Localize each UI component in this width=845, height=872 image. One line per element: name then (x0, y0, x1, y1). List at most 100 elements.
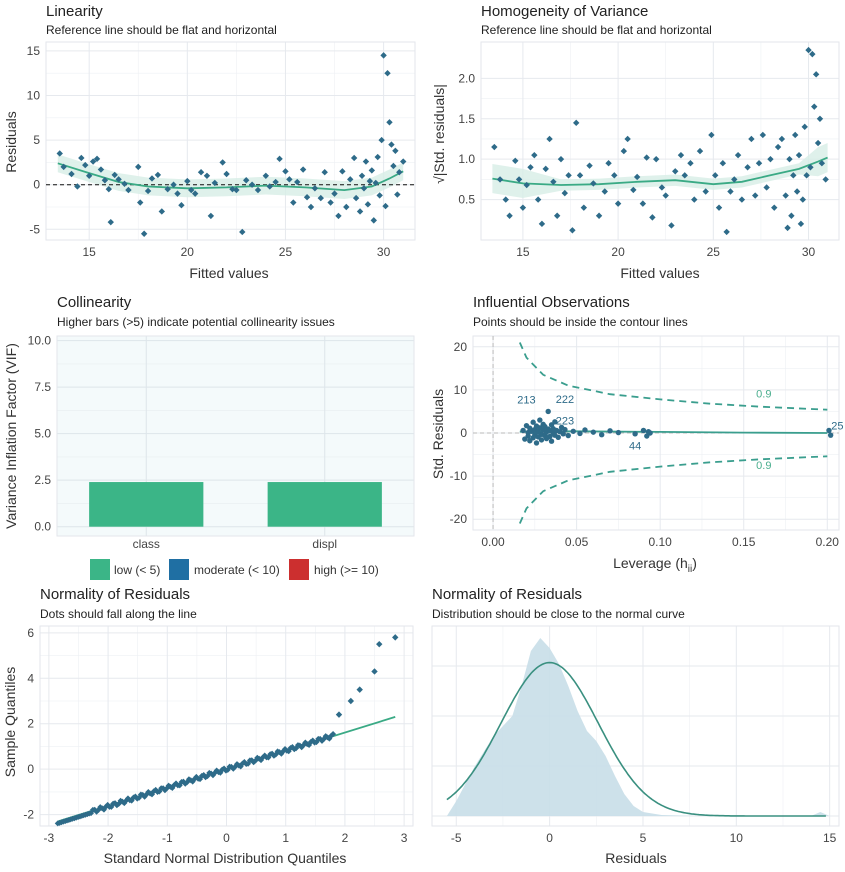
homogeneity-point (744, 164, 751, 171)
homogeneity-point (506, 212, 513, 219)
linearity-y-tick-label: 0 (33, 178, 40, 192)
homogeneity-x-axis-label: Fitted values (620, 265, 699, 281)
homogeneity-point (502, 196, 509, 203)
linearity-point (89, 158, 97, 165)
homogeneity-point (814, 139, 822, 147)
homogeneity-point (708, 131, 715, 139)
homogeneity-y-tick-label: 2.0 (458, 71, 475, 85)
linearity-y-tick-label: 15 (27, 44, 41, 58)
homogeneity-smooth-line (492, 156, 828, 186)
homogeneity-point (788, 212, 795, 219)
homogeneity-point (801, 123, 808, 131)
homogeneity-point (816, 115, 824, 122)
qq-point (376, 640, 383, 648)
linearity-point (144, 187, 152, 195)
homogeneity-point (561, 189, 568, 197)
homogeneity-subtitle: Reference line should be flat and horizo… (481, 23, 712, 37)
linearity-point (360, 185, 368, 192)
linearity-point (174, 190, 181, 197)
homogeneity-point (799, 196, 807, 203)
influential-subtitle: Points should be inside the contour line… (473, 315, 688, 329)
influential-point (560, 431, 566, 437)
cooks-contour-upper (518, 342, 828, 411)
linearity-point (184, 177, 191, 185)
linearity-point (170, 181, 177, 188)
vif-bar-class (89, 482, 204, 527)
influential-point (538, 437, 545, 443)
homogeneity-point (643, 154, 650, 161)
linearity-y-tick-label: 10 (27, 89, 41, 103)
linearity-smooth-ribbon (57, 154, 404, 199)
homogeneity-point (652, 155, 660, 163)
linearity-point (376, 192, 383, 199)
homogeneity-point (797, 220, 805, 228)
homogeneity-point (759, 131, 767, 139)
qq-x-tick-label: -2 (103, 831, 114, 845)
influential-point-label: 213 (517, 395, 535, 407)
homogeneity-point (611, 172, 618, 179)
influential-point (552, 419, 558, 425)
influential-point (555, 434, 561, 441)
collinearity-x-tick-label: displ (312, 537, 337, 551)
qq-point (392, 634, 399, 641)
qq-x-tick-label: -3 (44, 831, 55, 845)
homogeneity-y-tick-label: 0.5 (458, 193, 475, 207)
homogeneity-point (624, 135, 631, 143)
homogeneity-point (792, 131, 799, 139)
homogeneity-point (491, 143, 498, 151)
homogeneity-point (782, 192, 789, 199)
qq-y-axis-label: Sample Quantiles (2, 667, 18, 778)
linearity-title: Linearity (46, 3, 103, 20)
influential-point (570, 428, 576, 434)
homogeneity-point (649, 214, 656, 221)
linearity-point (68, 170, 75, 178)
linearity-point (335, 212, 342, 220)
homogeneity-point (565, 172, 572, 179)
homogeneity-point (727, 188, 734, 195)
influential-x-tick-label: 0.05 (565, 535, 589, 549)
collinearity-subtitle: Higher bars (>5) indicate potential coll… (57, 315, 335, 329)
collinearity-bars (89, 482, 382, 527)
homogeneity-point (767, 155, 774, 163)
homogeneity-panel-border (480, 41, 840, 241)
linearity-point (78, 154, 85, 162)
linearity-point (276, 155, 283, 163)
linearity-point (262, 172, 270, 179)
linearity-point (85, 172, 93, 179)
density-panel: Normality of Residuals Distribution shou… (431, 586, 840, 866)
legend-swatch-moderate (169, 559, 189, 580)
homogeneity-point (793, 188, 801, 195)
linearity-point (380, 52, 387, 59)
homogeneity-point (687, 160, 694, 167)
influential-panel: Influential Observations Points should b… (430, 294, 843, 575)
homogeneity-point (805, 46, 812, 54)
influential-point (533, 440, 540, 446)
collinearity-grid (57, 336, 414, 536)
influential-x-axis-label-main: Leverage (h (613, 555, 688, 571)
qq-x-axis-label: Standard Normal Distribution Quantiles (104, 850, 347, 866)
influential-point-label: 223 (556, 415, 574, 427)
homogeneity-x-tick-label: 15 (516, 245, 530, 259)
linearity-point (282, 168, 289, 175)
linearity-point (384, 70, 391, 77)
contour-label-lower: 0.9 (756, 460, 771, 472)
homogeneity-point (723, 228, 730, 236)
homogeneity-point (748, 135, 755, 143)
linearity-point (254, 186, 262, 194)
influential-x-tick-label: 0.00 (481, 535, 505, 549)
homogeneity-point (755, 160, 763, 167)
linearity-point (239, 228, 246, 236)
qq-panel-border (39, 625, 414, 827)
qq-point (330, 730, 337, 737)
linearity-point (140, 230, 148, 237)
homogeneity-point (538, 220, 546, 228)
influential-point (548, 438, 555, 444)
homogeneity-points (491, 46, 829, 236)
density-x-tick-label: 15 (823, 831, 837, 845)
homogeneity-grid (481, 42, 839, 240)
homogeneity-point (620, 147, 628, 155)
homogeneity-point (590, 180, 597, 187)
linearity-ticks: 15 20 25 30 -5 0 5 10 15 (27, 44, 391, 259)
contour-label-upper: 0.9 (756, 389, 771, 401)
homogeneity-point (515, 176, 523, 183)
